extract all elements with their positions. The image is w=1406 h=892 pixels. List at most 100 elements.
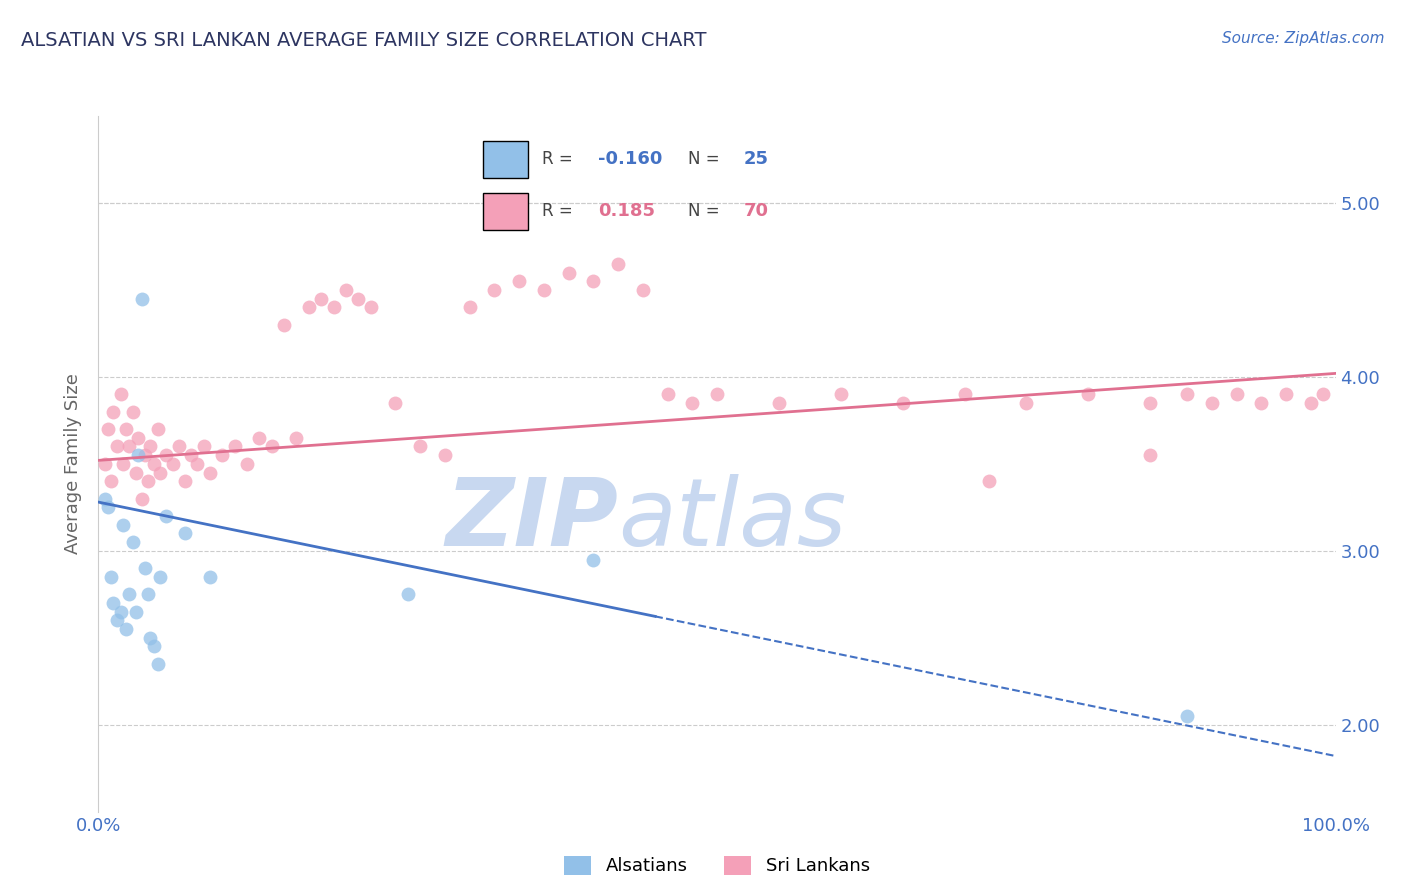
Point <box>193 440 215 454</box>
Point <box>1275 387 1298 401</box>
Point <box>124 605 146 619</box>
Point <box>105 614 128 628</box>
Point <box>247 431 270 445</box>
Point <box>433 448 456 462</box>
Point <box>112 517 135 532</box>
Point <box>155 508 177 523</box>
Point <box>149 466 172 480</box>
Point <box>134 561 156 575</box>
Text: atlas: atlas <box>619 474 846 565</box>
Point <box>298 300 321 315</box>
Point <box>93 491 115 506</box>
Point <box>484 283 506 297</box>
Point <box>409 440 432 454</box>
Point <box>110 387 132 401</box>
Text: Source: ZipAtlas.com: Source: ZipAtlas.com <box>1222 31 1385 46</box>
Point <box>103 405 125 419</box>
Point <box>114 422 136 436</box>
Point <box>139 631 162 645</box>
Point <box>1250 396 1272 410</box>
Point <box>131 292 153 306</box>
Point <box>768 396 790 410</box>
Point <box>131 491 153 506</box>
Point <box>136 587 159 601</box>
Point <box>198 570 221 584</box>
Legend: Alsatians, Sri Lankans: Alsatians, Sri Lankans <box>557 849 877 883</box>
Point <box>508 274 530 288</box>
Point <box>557 266 579 280</box>
Point <box>97 422 120 436</box>
Point <box>309 292 332 306</box>
Point <box>1139 396 1161 410</box>
Point <box>118 440 141 454</box>
Point <box>1139 448 1161 462</box>
Point <box>198 466 221 480</box>
Point <box>224 440 246 454</box>
Point <box>186 457 208 471</box>
Point <box>162 457 184 471</box>
Y-axis label: Average Family Size: Average Family Size <box>65 374 83 554</box>
Point <box>260 440 283 454</box>
Point <box>1312 387 1334 401</box>
Point <box>582 274 605 288</box>
Point <box>335 283 357 297</box>
Point <box>360 300 382 315</box>
Point <box>100 570 122 584</box>
Point <box>146 657 169 671</box>
Point <box>110 605 132 619</box>
Point <box>100 475 122 489</box>
Point <box>830 387 852 401</box>
Point <box>1015 396 1038 410</box>
Point <box>146 422 169 436</box>
Point <box>114 622 136 636</box>
Point <box>285 431 308 445</box>
Point <box>953 387 976 401</box>
Point <box>149 570 172 584</box>
Point <box>322 300 344 315</box>
Point <box>681 396 703 410</box>
Text: ALSATIAN VS SRI LANKAN AVERAGE FAMILY SIZE CORRELATION CHART: ALSATIAN VS SRI LANKAN AVERAGE FAMILY SI… <box>21 31 707 50</box>
Point <box>112 457 135 471</box>
Point <box>180 448 202 462</box>
Point <box>93 457 115 471</box>
Point <box>167 440 190 454</box>
Point <box>122 405 145 419</box>
Point <box>979 475 1001 489</box>
Point <box>155 448 177 462</box>
Point <box>1226 387 1249 401</box>
Point <box>122 535 145 549</box>
Point <box>134 448 156 462</box>
Point <box>891 396 914 410</box>
Point <box>607 257 630 271</box>
Point <box>118 587 141 601</box>
Point <box>211 448 233 462</box>
Point <box>631 283 654 297</box>
Point <box>174 475 197 489</box>
Point <box>1201 396 1223 410</box>
Point <box>174 526 197 541</box>
Point <box>139 440 162 454</box>
Point <box>657 387 679 401</box>
Point <box>458 300 481 315</box>
Text: ZIP: ZIP <box>446 474 619 566</box>
Point <box>384 396 406 410</box>
Point <box>127 448 149 462</box>
Point <box>136 475 159 489</box>
Point <box>143 640 166 654</box>
Point <box>103 596 125 610</box>
Point <box>273 318 295 332</box>
Point <box>582 552 605 566</box>
Point <box>124 466 146 480</box>
Point <box>105 440 128 454</box>
Point <box>143 457 166 471</box>
Point <box>236 457 259 471</box>
Point <box>396 587 419 601</box>
Point <box>1299 396 1322 410</box>
Point <box>1175 709 1198 723</box>
Point <box>127 431 149 445</box>
Point <box>97 500 120 515</box>
Point <box>347 292 370 306</box>
Point <box>1175 387 1198 401</box>
Point <box>706 387 728 401</box>
Point <box>1077 387 1099 401</box>
